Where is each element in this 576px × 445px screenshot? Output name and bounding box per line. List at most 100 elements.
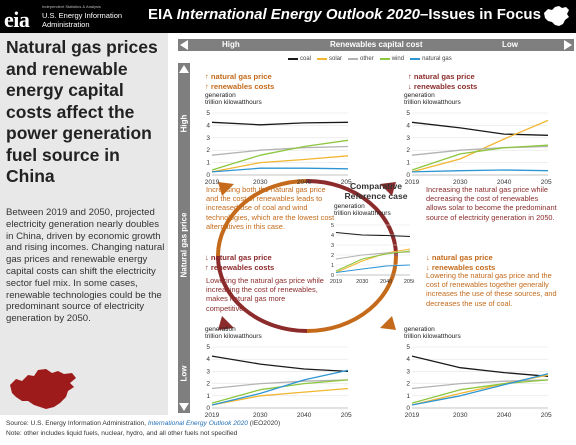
series-line-coal [411,121,549,136]
y-tick-label: 1 [206,160,210,167]
x-tick-label: 2030 [253,179,268,185]
china-outline-icon [544,6,569,26]
x-tick-label: 2040 [297,412,312,418]
x-tick-label: 2019 [405,412,420,418]
series-line-coal [335,231,411,238]
y-tick-label: 0 [206,405,210,412]
series-line-coal [211,121,349,126]
legend-item-other: other [348,56,374,62]
intro-paragraph: Between 2019 and 2050, projected electri… [6,207,165,325]
chart-bottom-right: 0 1 2 3 4 5 2019 2030 2040 2050 [402,344,552,418]
x-tick-label: 2030 [453,412,468,418]
legend-swatch [379,58,390,60]
legend-swatch [410,58,421,60]
chart-bottom-left: 0 1 2 3 4 5 2019 2030 2040 2050 [202,344,352,418]
y-tick-label: 3 [206,368,210,375]
y-axis-label: generation trillion kilowatthours [205,92,262,107]
series-line-other [211,379,349,390]
y-axis-label: generation trillion kilowatthours [334,203,391,218]
axis-low-label: Low [179,365,189,382]
y-tick-label: 1 [331,263,334,269]
legend-swatch [288,58,298,60]
arrow-up-icon [179,65,189,73]
chart-reference: 0 1 2 3 4 5 2019 2030 2040 2050 [328,222,414,284]
series-line-natural-gas [411,169,549,173]
y-tick-label: 1 [406,393,410,400]
axis-high-label: High [222,40,240,49]
x-tick-label: 2019 [205,412,220,418]
y-tick-label: 2 [406,381,410,388]
series-line-solar [211,155,349,173]
series-line-solar [211,387,349,406]
y-tick-label: 1 [406,160,410,167]
y-tick-label: 3 [331,243,334,249]
legend: coal solar other wind natural gas [288,54,458,64]
series-line-wind [411,379,549,404]
x-tick-label: 2040 [297,179,312,185]
series-line-natural-gas [335,264,411,274]
axis-title: Natural gas price [179,212,189,278]
x-tick-label: 2040 [497,179,512,185]
series-line-natural-gas [211,369,349,406]
description-bottom-left: Lowering the natural gas price while inc… [206,276,324,313]
note-line: Note: other includes liquid fuels, nucle… [6,429,238,437]
chart-top-left: 0 1 2 3 4 5 2019 2030 2040 2050 [202,110,352,185]
caption-top-left: ↑ natural gas price ↑ renewables costs [205,72,275,91]
legend-swatch [317,58,328,60]
logo-tagline: Independent Statistics & Analysis [42,4,101,9]
y-tick-label: 0 [406,405,410,412]
arrow-left-icon [180,40,188,50]
y-axis-label: generation trillion kilowatthours [205,326,262,341]
arrow-down-left-icon [218,316,234,330]
y-tick-label: 3 [206,135,210,142]
y-tick-label: 4 [206,122,210,129]
y-tick-label: 4 [406,356,410,363]
x-tick-label: 2030 [453,179,468,185]
y-tick-label: 4 [331,233,334,239]
china-map-icon [10,369,76,409]
caption-bottom-right: ↓ natural gas price ↓ renewables costs [426,253,496,272]
arrow-right-icon [564,40,572,50]
y-axis-label: generation trillion kilowatthours [404,92,461,107]
legend-item-solar: solar [317,56,342,62]
x-tick-label: 2019 [405,179,420,185]
legend-item-coal: coal [288,56,311,62]
series-line-coal [411,355,549,377]
headline: Natural gas prices and renewable energy … [6,37,158,186]
y-tick-label: 2 [331,253,334,259]
series-line-natural-gas [411,373,549,406]
y-tick-label: 2 [206,381,210,388]
y-tick-label: 0 [331,273,334,279]
x-tick-label: 2040 [497,412,512,418]
x-tick-label: 2050 [541,412,552,418]
chart-top-right: 0 1 2 3 4 5 2019 2030 2040 2050 [402,110,552,185]
arrow-up-right-icon [380,182,396,196]
scenario-ring [216,179,398,333]
description-top-right: Increasing the natural gas price while d… [426,185,557,222]
series-line-coal [211,355,349,373]
x-tick-label: 2030 [253,412,268,418]
x-tick-label: 2050 [341,179,352,185]
x-tick-label: 2050 [404,279,414,284]
logo-mark: eia [4,7,30,32]
legend-swatch [348,58,359,60]
y-tick-label: 2 [406,147,410,154]
arrow-up-left-icon [218,182,234,196]
x-tick-label: 2040 [380,279,392,284]
caption-top-right: ↑ natural gas price ↓ renewables costs [408,72,478,91]
x-tick-label: 2050 [541,179,552,185]
description-bottom-right: Lowering the natural gas price and the c… [426,271,557,308]
y-tick-label: 5 [406,110,410,117]
series-line-wind [211,139,349,171]
axis-high-label: High [179,114,189,133]
series-line-wind [411,144,549,171]
y-tick-label: 5 [331,223,334,229]
y-tick-label: 5 [406,344,410,351]
arrow-down-icon [179,403,189,411]
source-line: Source: U.S. Energy Information Administ… [6,420,281,427]
legend-item-wind: wind [379,56,404,62]
eia-logo: eia Independent Statistics & Analysis U.… [4,3,122,32]
y-tick-label: 3 [406,368,410,375]
axis-title: Renewables capital cost [330,40,423,49]
page-title: EIA International Energy Outlook 2020–Is… [148,6,541,23]
